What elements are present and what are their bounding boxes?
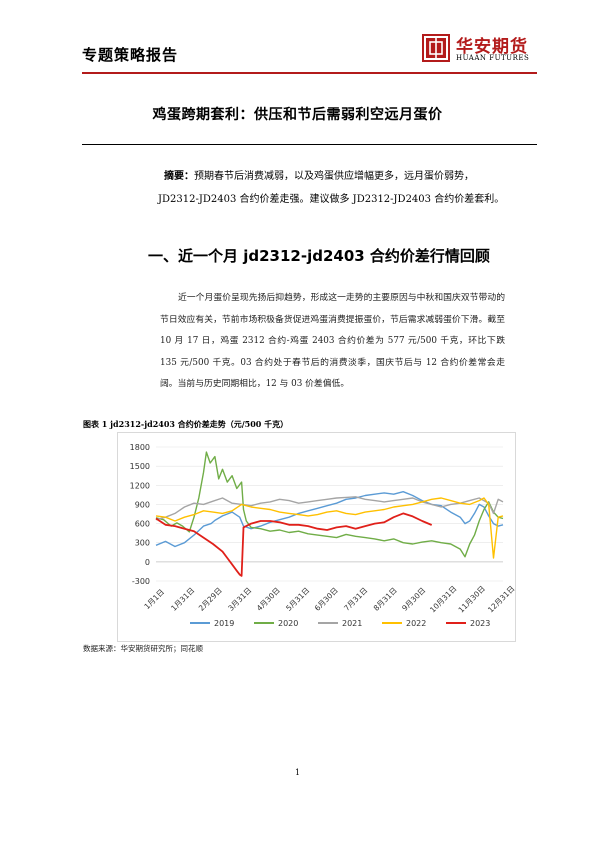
x-tick-label: 2月29日 (197, 586, 224, 613)
spread-chart-svg: -300 0 300 600 900 1200 1500 1800 1月1日 1月31日 2月29日… (130, 443, 517, 628)
abstract: 摘要：预期春节后消费减弱，以及鸡蛋供应增幅更多，远月蛋价弱势， JD2312-J… (158, 165, 509, 205)
legend-label-2020: 2020 (278, 619, 298, 628)
series-line-2023 (155, 512, 433, 577)
y-tick-label: 900 (135, 500, 150, 509)
abstract-line-1: 预期春节后消费减弱，以及鸡蛋供应增幅更多，远月蛋价弱势， (194, 171, 474, 182)
legend-label-2019: 2019 (214, 619, 234, 628)
y-tick-label: 300 (135, 539, 150, 548)
x-tick-label: 7月31日 (342, 586, 369, 613)
x-tick-label: 1月1日 (142, 587, 166, 611)
title-rule (82, 144, 537, 145)
series-line-2019 (155, 491, 504, 548)
page-number: 1 (294, 768, 301, 777)
x-tick-label: 4月30日 (255, 586, 282, 613)
legend-label-2021: 2021 (342, 619, 362, 628)
x-tick-label: 11月30日 (457, 584, 487, 614)
figure-caption: 图表 1 jd2312-jd2403 合约价差走势（元/500 千克） (83, 419, 289, 429)
x-tick-label: 8月31日 (372, 586, 399, 613)
x-tick-label: 1月31日 (169, 586, 196, 613)
abstract-label: 摘要： (164, 171, 194, 182)
report-type-label: 专题策略报告 (82, 46, 179, 64)
company-logo: 华安期货 HUAAN FUTURES (422, 34, 537, 68)
section-paragraph: 近一个月蛋价呈现先扬后抑趋势，形成这一走势的主要原因与中秋和国庆双节带动的节日效… (160, 293, 505, 389)
legend-label-2023: 2023 (470, 619, 490, 628)
abstract-line-2: JD2312-JD2403 合约价差走强。建议做多 JD2312-JD2403 … (158, 194, 505, 205)
series-line-2021 (155, 496, 504, 521)
x-tick-label: 12月31日 (486, 584, 515, 614)
y-tick-label: 0 (145, 558, 150, 567)
x-tick-label: 6月30日 (313, 586, 340, 613)
x-tick-label: 5月31日 (284, 586, 311, 613)
document-title: 鸡蛋跨期套利：供压和节后需弱利空远月蛋价 (152, 107, 443, 123)
header-rule (82, 72, 537, 74)
y-tick-label: -300 (132, 577, 150, 586)
section-heading: 一、近一个月 jd2312-jd2403 合约价差行情回顾 (148, 247, 490, 265)
y-tick-label: 1800 (130, 443, 150, 452)
series-line-2020 (155, 451, 504, 558)
logo-en-text: HUAAN FUTURES (456, 54, 530, 62)
x-tick-label: 9月30日 (400, 586, 427, 613)
y-tick-label: 600 (135, 520, 150, 529)
series-line-2022 (155, 497, 504, 559)
logo-cn-text: 华安期货 (456, 37, 528, 57)
x-tick-label: 3月31日 (226, 586, 253, 613)
legend-label-2022: 2022 (406, 619, 426, 628)
y-tick-label: 1500 (130, 462, 150, 471)
logo-seal-icon (422, 34, 450, 62)
spread-chart: -300 0 300 600 900 1200 1500 1800 1月1日 1月31日 2月29日… (117, 432, 516, 642)
x-tick-label: 10月31日 (428, 584, 458, 614)
figure-source: 数据来源：华安期货研究所；同花顺 (83, 644, 203, 653)
y-tick-label: 1200 (130, 481, 150, 490)
